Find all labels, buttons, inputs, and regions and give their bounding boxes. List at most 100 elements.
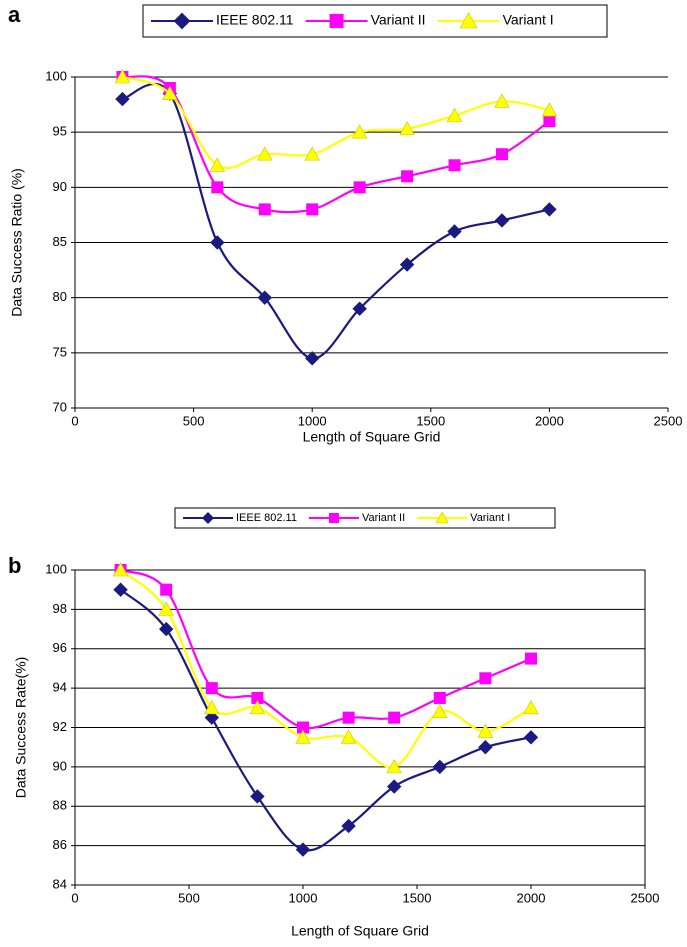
- marker: [305, 351, 320, 366]
- marker: [209, 157, 226, 172]
- marker: [478, 739, 493, 755]
- marker: [112, 562, 129, 577]
- y-tick-label: 100: [45, 68, 67, 83]
- legend-marker: [173, 12, 191, 30]
- panel-label: b: [8, 553, 21, 578]
- x-tick-label: 2500: [654, 413, 683, 428]
- marker: [159, 621, 174, 637]
- marker: [495, 148, 508, 161]
- y-axis-label: Data Success Ratio (%): [9, 168, 25, 317]
- marker: [352, 301, 367, 316]
- marker: [297, 721, 309, 734]
- y-tick-label: 75: [53, 344, 67, 359]
- y-axis-label: Data Success Rate(%): [13, 657, 29, 799]
- marker: [543, 115, 556, 128]
- x-tick-label: 2500: [631, 890, 660, 905]
- legend-marker: [328, 513, 339, 523]
- marker: [205, 682, 218, 695]
- panel-label: a: [8, 2, 21, 27]
- plot-frame: [74, 569, 646, 886]
- series-line: [122, 75, 551, 214]
- marker: [448, 159, 461, 172]
- marker: [351, 124, 368, 139]
- marker: [399, 121, 415, 136]
- x-axis-label: Length of Square Grid: [303, 429, 441, 445]
- legend-marker: [202, 512, 214, 524]
- x-tick-label: 0: [71, 413, 78, 428]
- marker: [295, 842, 311, 857]
- marker: [258, 203, 271, 216]
- y-tick-label: 95: [53, 124, 67, 139]
- marker: [477, 723, 494, 738]
- marker: [479, 672, 492, 685]
- marker: [446, 107, 463, 122]
- marker: [542, 202, 557, 217]
- marker: [353, 181, 366, 194]
- x-tick-label: 2000: [535, 413, 564, 428]
- marker: [257, 290, 272, 305]
- series-line: [119, 569, 532, 769]
- marker: [386, 759, 402, 774]
- legend-label: IEEE 802.11: [236, 512, 297, 524]
- y-tick-label: 100: [45, 561, 67, 576]
- marker: [160, 583, 173, 596]
- legend-label: Variant I: [503, 12, 554, 28]
- legend-label: IEEE 802.11: [216, 12, 294, 28]
- marker: [257, 146, 273, 161]
- marker: [432, 703, 448, 719]
- marker: [114, 69, 131, 84]
- marker: [340, 729, 357, 744]
- marker: [249, 699, 266, 715]
- marker: [250, 789, 265, 804]
- marker: [295, 729, 311, 744]
- x-tick-label: 0: [71, 890, 78, 905]
- marker: [401, 170, 414, 183]
- legend-marker: [459, 11, 478, 29]
- y-tick-label: 86: [53, 837, 67, 852]
- legend-marker: [329, 14, 344, 28]
- marker: [433, 691, 446, 704]
- x-axis-label: Length of Square Grid: [291, 923, 429, 939]
- marker: [342, 711, 355, 724]
- legend-label: Variant II: [362, 512, 405, 524]
- y-tick-label: 70: [53, 399, 67, 414]
- y-tick-label: 90: [53, 179, 67, 194]
- marker: [210, 235, 225, 250]
- legend-marker: [435, 511, 449, 524]
- marker: [306, 203, 319, 216]
- marker: [341, 818, 356, 834]
- y-tick-label: 90: [53, 758, 67, 773]
- marker: [541, 102, 558, 117]
- y-tick-label: 94: [53, 680, 67, 695]
- legend-box: [142, 4, 608, 38]
- marker: [525, 652, 537, 665]
- marker: [158, 601, 174, 616]
- marker: [115, 91, 130, 107]
- marker: [523, 730, 539, 745]
- marker: [387, 779, 402, 794]
- series-line: [122, 75, 550, 170]
- marker: [251, 691, 264, 704]
- marker: [388, 711, 401, 724]
- y-tick-label: 98: [53, 601, 67, 616]
- marker: [399, 257, 415, 272]
- marker: [432, 759, 447, 775]
- y-tick-label: 80: [53, 289, 67, 304]
- marker: [204, 699, 220, 715]
- marker: [304, 146, 320, 161]
- series-line: [120, 568, 532, 730]
- marker: [523, 699, 539, 715]
- legend-label: Variant I: [470, 512, 510, 524]
- x-tick-label: 1000: [298, 413, 327, 428]
- marker: [162, 85, 178, 100]
- legend-label: Variant II: [371, 12, 426, 28]
- marker: [113, 582, 128, 597]
- x-tick-label: 500: [178, 890, 200, 905]
- y-tick-label: 88: [53, 798, 67, 813]
- x-tick-label: 500: [183, 413, 205, 428]
- series-line: [122, 83, 550, 360]
- marker: [447, 224, 462, 239]
- legend-box: [174, 507, 556, 529]
